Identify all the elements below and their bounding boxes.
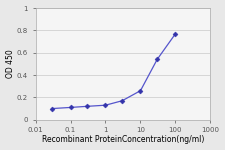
Y-axis label: OD 450: OD 450 [6,50,15,78]
X-axis label: Recombinant ProteinConcentration(ng/ml): Recombinant ProteinConcentration(ng/ml) [42,135,204,144]
